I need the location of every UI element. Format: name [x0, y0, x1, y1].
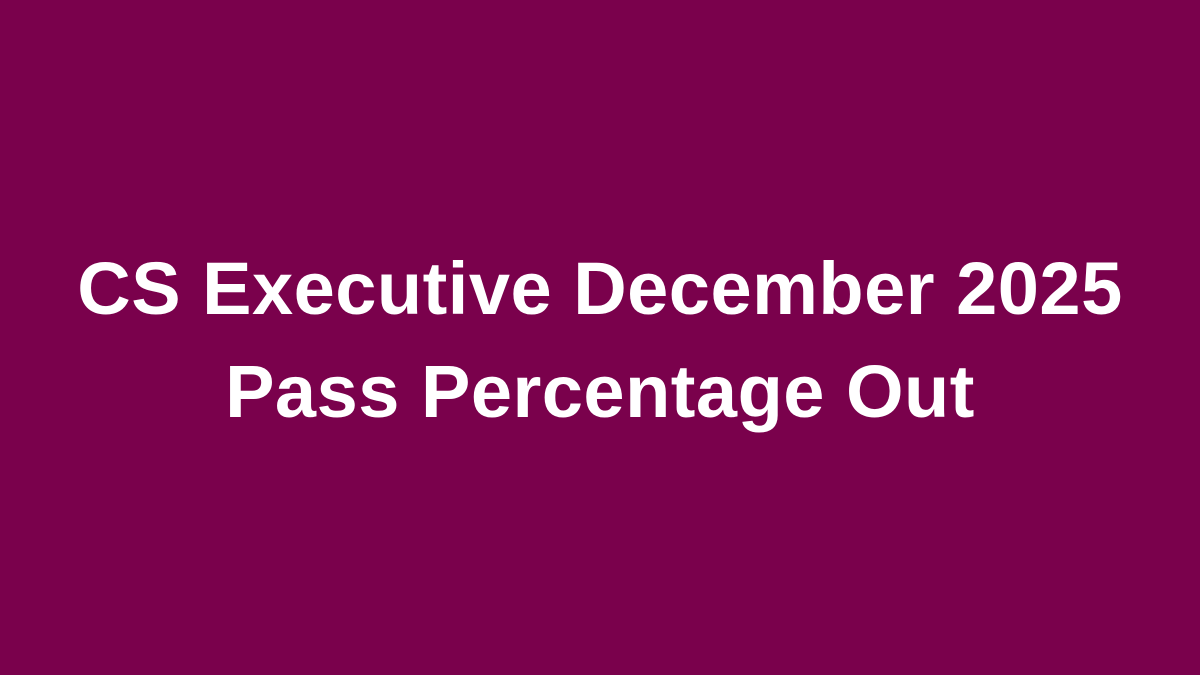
headline-line-1: CS Executive December 2025: [77, 246, 1123, 330]
headline: CS Executive December 2025 Pass Percenta…: [77, 237, 1123, 443]
headline-line-2: Pass Percentage Out: [225, 349, 975, 433]
